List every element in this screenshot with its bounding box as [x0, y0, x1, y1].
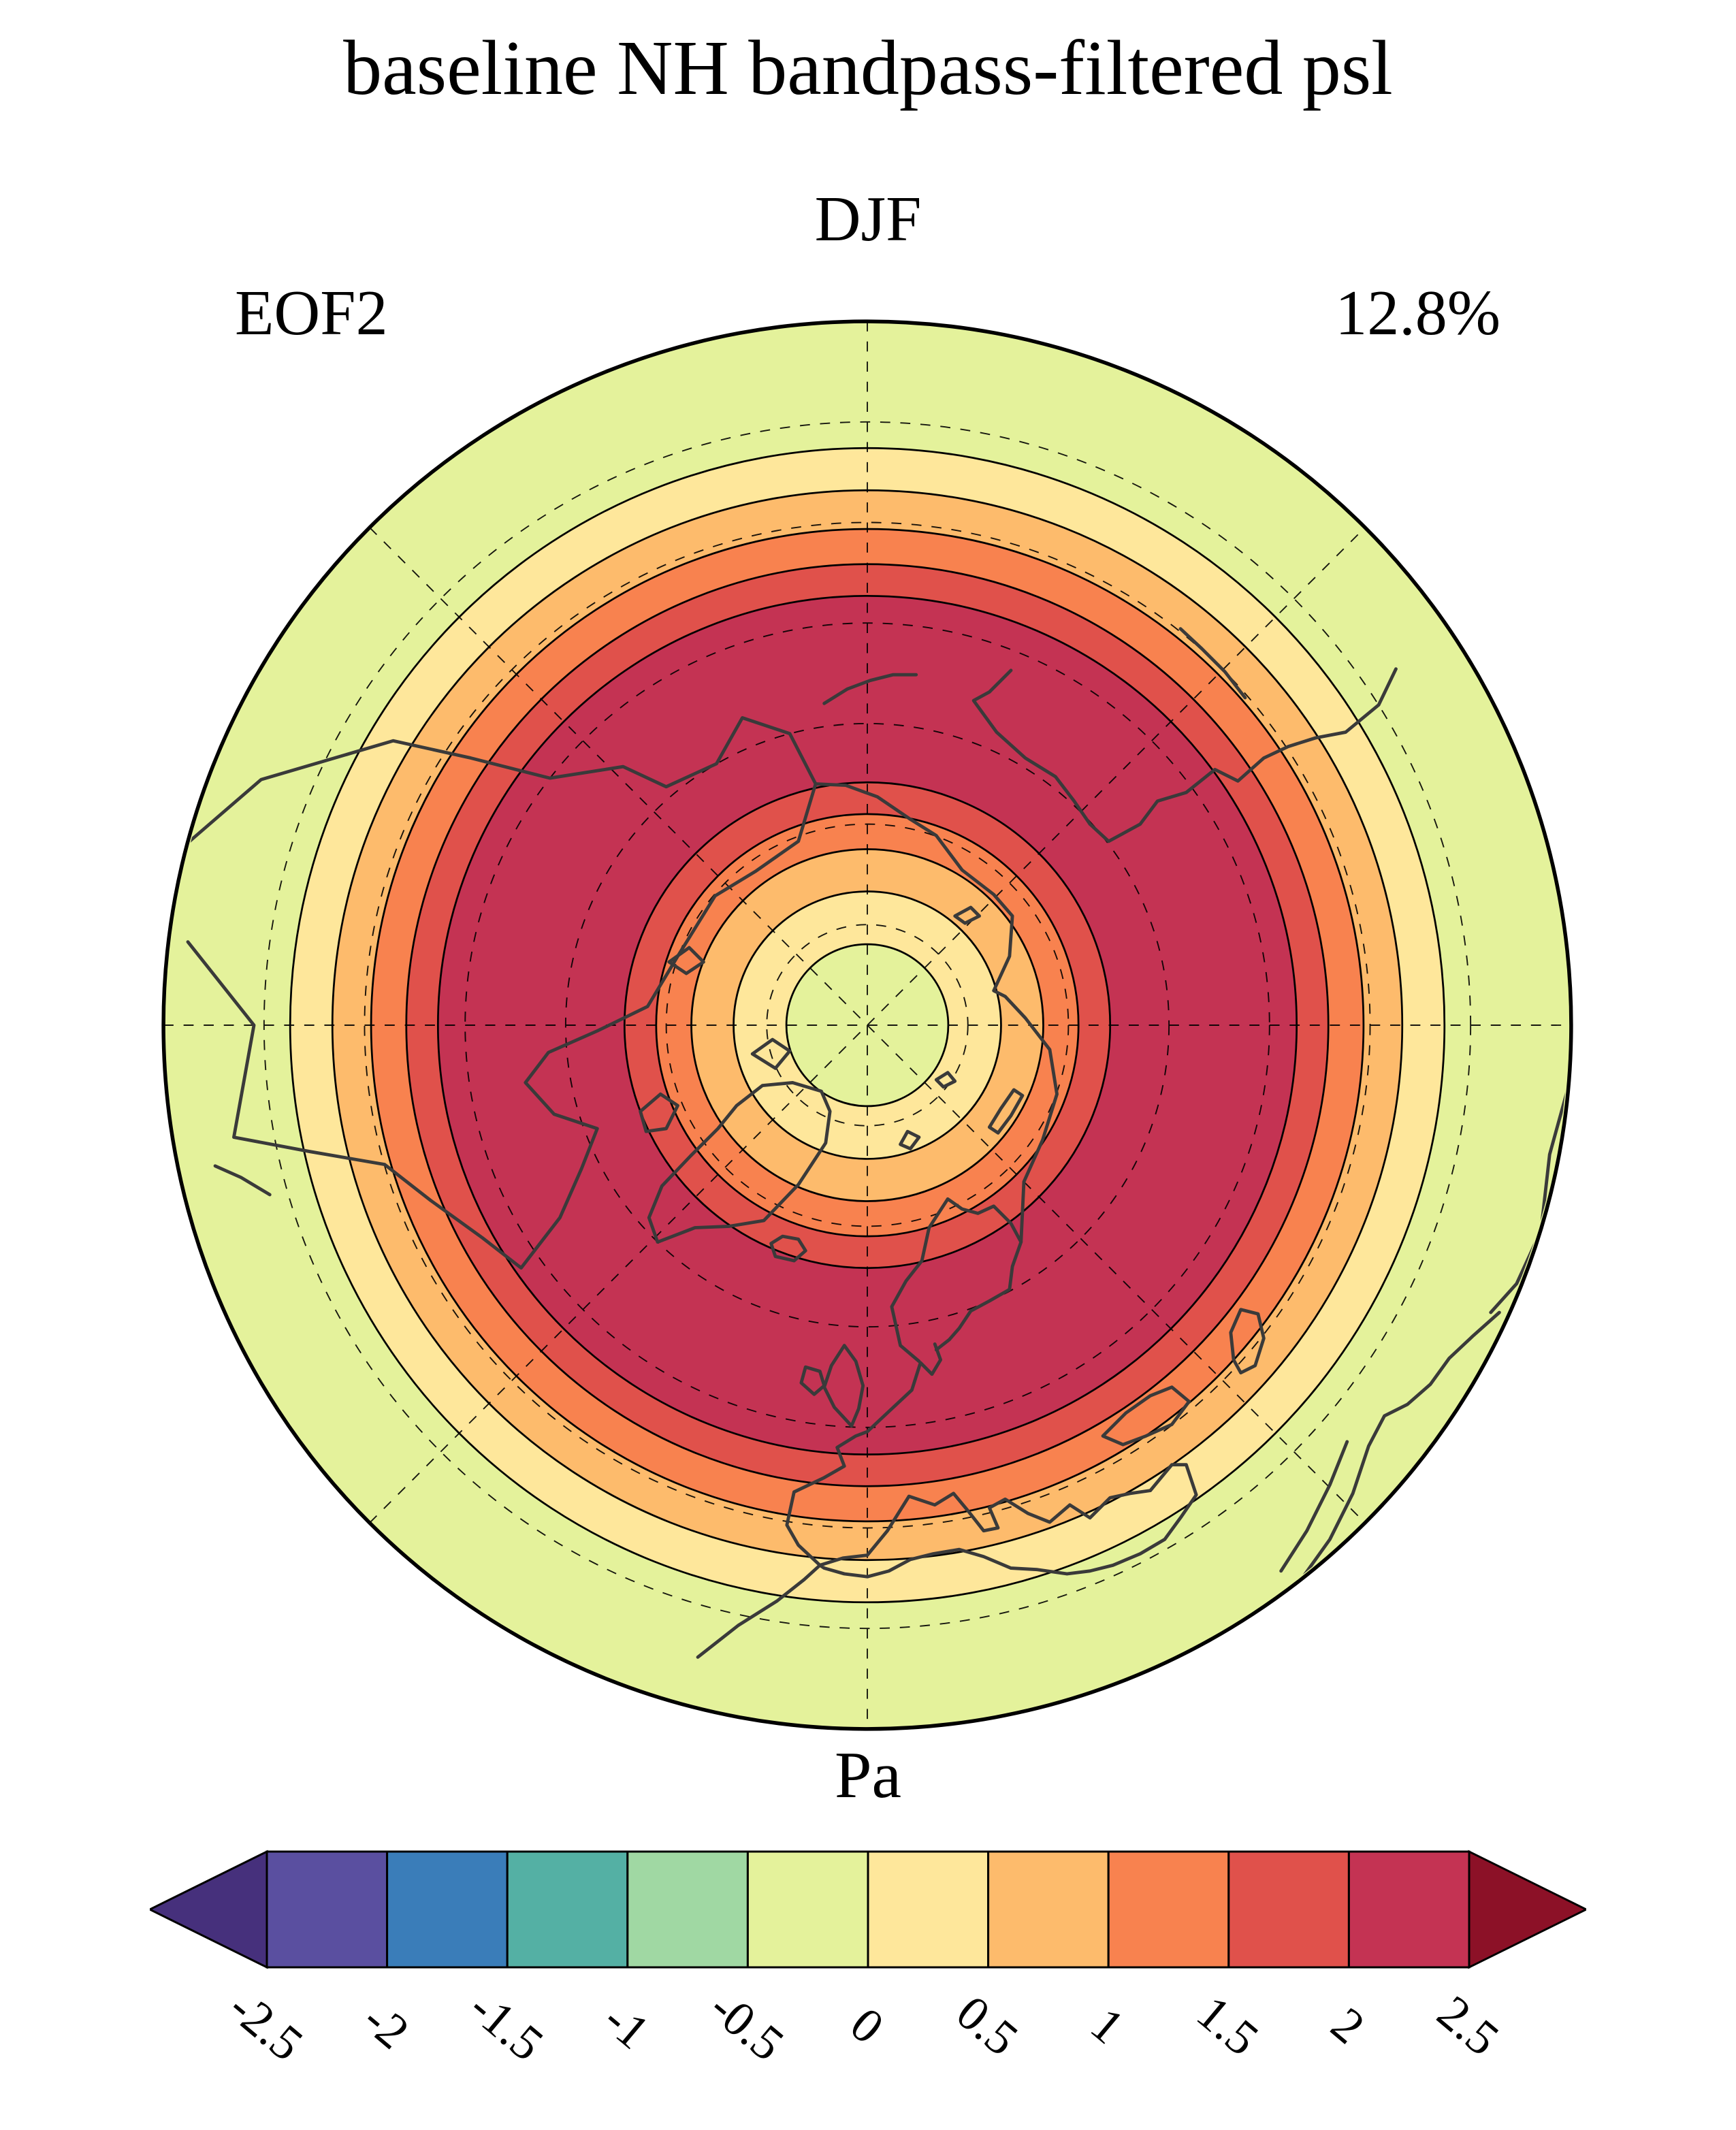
colorbar-box [987, 1850, 1110, 1969]
colorbar-under-arrow [150, 1850, 268, 1969]
map-boundary [161, 319, 1573, 1731]
colorbar-tick-labels: -2.5 -2 -1.5 -1 -0.5 0 0.5 1 1.5 2 2.5 [219, 1980, 1509, 2071]
colorbar-tick-label: 1 [1080, 1997, 1134, 2054]
colorbar-tick-label: -2.5 [219, 1980, 313, 2071]
colorbar-units-label: Pa [835, 1739, 901, 1812]
colorbar-over-arrow [1468, 1850, 1586, 1969]
colorbar-tick-label: -0.5 [700, 1980, 794, 2071]
colorbar-box [1227, 1850, 1350, 1969]
season-label: DJF [814, 184, 922, 255]
coastline-path [1279, 1440, 1349, 1573]
coastlines [186, 627, 1569, 1659]
graticule [163, 321, 1571, 1729]
coastline-path [750, 1037, 792, 1070]
coastline-path [987, 1088, 1025, 1135]
coastline-path [1299, 1310, 1501, 1581]
colorbar-tick-label: 2.5 [1428, 1985, 1509, 2066]
coastline-path [213, 1164, 272, 1197]
colorbar-box [266, 1850, 389, 1969]
colorbar-tick-label: -1.5 [460, 1980, 554, 2071]
colorbar-box [506, 1850, 629, 1969]
colorbar-tick-label: 1.5 [1187, 1985, 1268, 2066]
colorbar-boxes [266, 1850, 1470, 1969]
coastline-path [1088, 667, 1398, 843]
coastline-path [769, 1234, 807, 1263]
colorbar: -2.5 -2 -1.5 -1 -0.5 0 0.5 1 1.5 2 2.5 [150, 1850, 1586, 2071]
colorbar-tick-label: 0.5 [946, 1985, 1028, 2066]
eof-mode-label: EOF2 [235, 278, 388, 349]
colorbar-box [1347, 1850, 1470, 1969]
coastline-path [890, 1197, 1023, 1363]
coastline-path [667, 946, 705, 975]
colorbar-tick-label: -1 [594, 1992, 660, 2060]
coastline-path [1101, 1385, 1191, 1447]
coastline-path [934, 1071, 957, 1089]
coastline-path [818, 1463, 1198, 1579]
colorbar-tick-label: -2 [353, 1992, 419, 2060]
coastline-path [639, 1092, 679, 1133]
colorbar-box [1107, 1850, 1230, 1969]
coastline-path [647, 1080, 832, 1244]
coastline-path [822, 673, 918, 705]
polar-stereographic-map [161, 319, 1573, 1731]
colorbar-tick-label: 0 [840, 1997, 894, 2054]
coastline-path [899, 1129, 921, 1150]
figure-title: baseline NH bandpass-filtered psl [343, 25, 1393, 111]
coastline-path [814, 782, 1059, 1244]
variance-explained-label: 12.8% [1335, 278, 1500, 349]
coastline-path [186, 716, 818, 1270]
coastline-path [799, 1365, 826, 1396]
colorbar-box [867, 1850, 990, 1969]
coastline-path [971, 668, 1092, 826]
coastline-path [822, 1344, 865, 1428]
coastline-path [1178, 627, 1247, 700]
coastline-path [953, 905, 982, 925]
colorbar-box [626, 1850, 749, 1969]
colorbar-box [746, 1850, 869, 1969]
coastline-path [1229, 1308, 1266, 1375]
coastline-path [696, 1342, 943, 1659]
colorbar-tick-label: 2 [1321, 1997, 1375, 2054]
colorbar-box [386, 1850, 509, 1969]
